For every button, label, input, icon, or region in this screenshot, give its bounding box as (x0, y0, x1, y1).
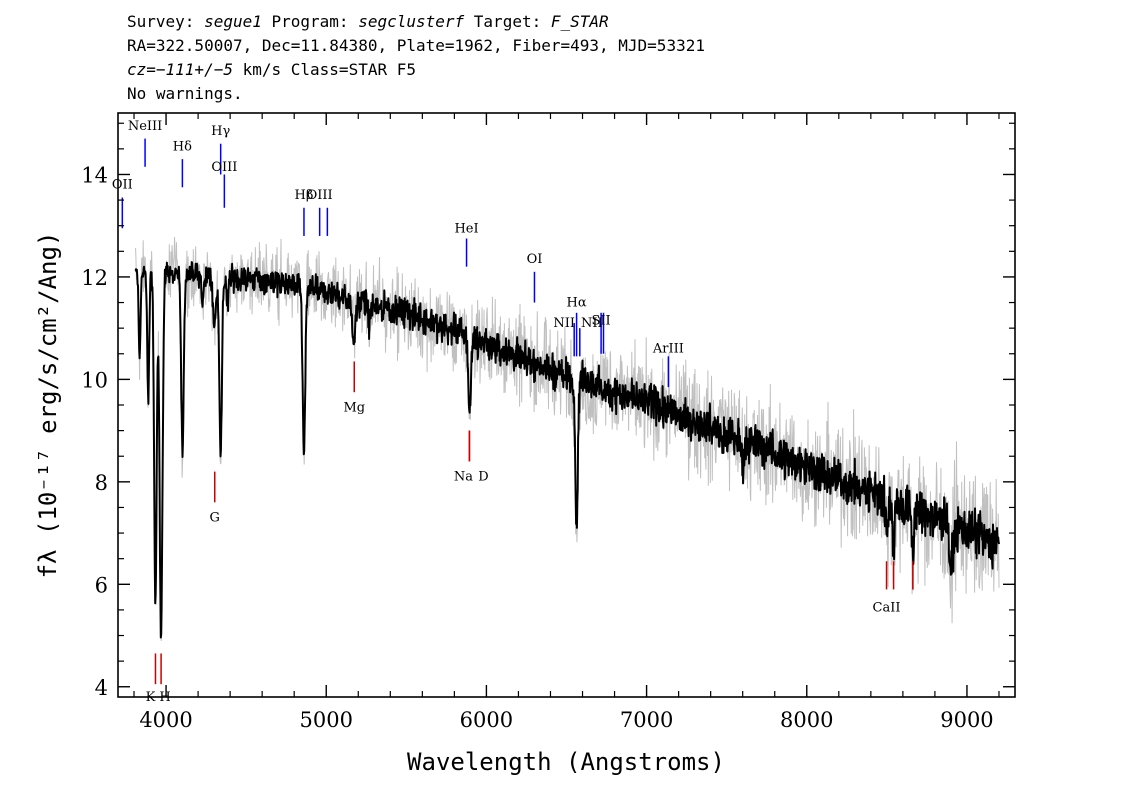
x-tick-label: 8000 (780, 708, 833, 732)
emission-line-label: SII (592, 313, 611, 328)
emission-line-label: ArIII (652, 342, 684, 357)
y-tick-label: 6 (95, 573, 108, 597)
absorption-line-label: D (478, 470, 488, 485)
program-value: segclusterf (358, 12, 465, 31)
y-tick-label: 10 (81, 368, 108, 392)
absorption-line-label: G (210, 511, 220, 526)
spectral-line-markers: OIINeIIIHδHγOIIIHβOIIIHeIOINIIHαNIISIIAr… (112, 119, 914, 705)
absorption-line-label: Na (454, 470, 473, 485)
emission-line-label: NeIII (128, 119, 162, 134)
target-value: F_STAR (550, 12, 609, 31)
header-line-redshift: cz=−111+/−5 km/s Class=STAR F5 (127, 58, 705, 82)
absorption-line-label: Mg (343, 401, 365, 416)
x-axis-label: Wavelength (Angstroms) (407, 748, 725, 776)
emission-line-label: OII (112, 178, 133, 193)
survey-label: Survey: (127, 12, 205, 31)
x-tick-label: 7000 (620, 708, 673, 732)
emission-line-label: OI (527, 252, 543, 267)
emission-line-label: Hβ (295, 188, 314, 203)
header-line-survey: Survey: segue1 Program: segclusterf Targ… (127, 10, 705, 34)
x-tick-label: 5000 (300, 708, 353, 732)
class-value: km/s Class=STAR F5 (232, 60, 416, 79)
header-line-warnings: No warnings. (127, 84, 243, 103)
flux-series-line (134, 261, 1000, 639)
y-tick-label: 8 (95, 471, 108, 495)
y-tick-label: 12 (81, 266, 108, 290)
survey-value: segue1 (204, 12, 262, 31)
x-tick-label: 6000 (460, 708, 513, 732)
emission-line-label: Hγ (211, 124, 230, 139)
y-tick-label: 14 (81, 163, 108, 187)
emission-line-label: Hα (567, 296, 587, 311)
emission-line-label: OIII (211, 160, 237, 175)
y-tick-label: 4 (95, 676, 108, 700)
cz-value: cz=−111+/−5 (127, 60, 233, 79)
program-label: Program: (261, 12, 359, 31)
header-line-coordinates: RA=322.50007, Dec=11.84380, Plate=1962, … (127, 36, 705, 55)
emission-line-label: OIII (307, 188, 333, 203)
target-label: Target: (464, 12, 551, 31)
x-tick-label: 9000 (940, 708, 993, 732)
emission-line-label: NII (581, 316, 603, 331)
x-tick-label: 4000 (139, 708, 192, 732)
emission-line-label: NII (553, 316, 575, 331)
absorption-line-label: CaII (873, 600, 901, 615)
spectrum-header: Survey: segue1 Program: segclusterf Targ… (127, 10, 705, 106)
emission-line-label: Hδ (173, 139, 192, 154)
emission-line-label: HeI (454, 221, 478, 236)
y-axis-label: fλ (10⁻¹⁷ erg/s/cm²/Ang) (34, 232, 62, 579)
axis-ticks: 4000 5000 6000 7000 8000 9000 4 6 8 10 12 14 (81, 113, 1015, 732)
flux-series (134, 261, 1000, 639)
